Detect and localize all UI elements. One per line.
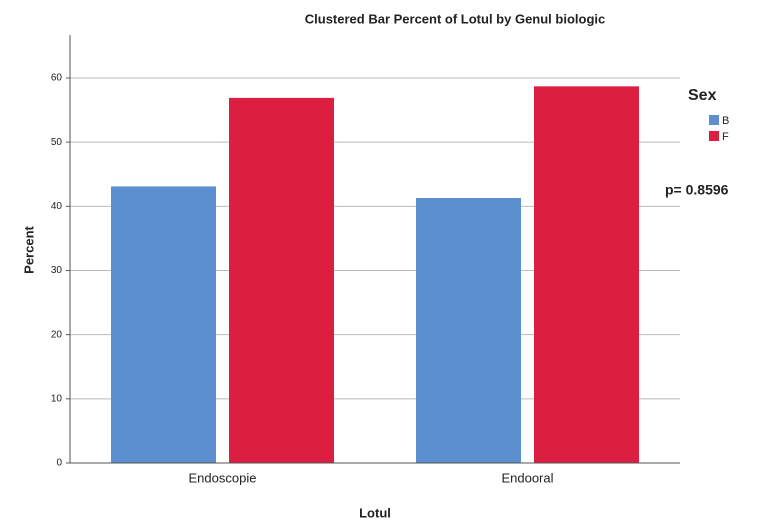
x-axis-label: Lotul	[359, 505, 391, 520]
y-axis-label: Percent	[21, 225, 36, 273]
x-tick-label: Endoscopie	[189, 470, 257, 485]
annotation: p= 0.8596	[665, 182, 729, 198]
y-tick-label: 10	[51, 393, 63, 404]
chart-title: Clustered Bar Percent of Lotul by Genul …	[305, 11, 605, 26]
y-tick-label: 30	[51, 265, 63, 276]
legend-label: B	[722, 115, 729, 127]
legend-label: F	[722, 131, 729, 143]
bar	[534, 86, 639, 463]
x-tick-label: Endooral	[501, 470, 553, 485]
bar	[416, 197, 521, 463]
legend-title: Sex	[688, 87, 717, 104]
y-tick-label: 50	[51, 137, 63, 148]
legend-swatch	[709, 131, 719, 141]
y-tick-label: 20	[51, 329, 63, 340]
bar	[111, 186, 216, 463]
bar	[229, 97, 334, 464]
y-tick-label: 40	[51, 201, 63, 212]
y-tick-label: 60	[51, 73, 63, 84]
legend-swatch	[709, 115, 719, 125]
y-tick-label: 0	[56, 458, 62, 469]
